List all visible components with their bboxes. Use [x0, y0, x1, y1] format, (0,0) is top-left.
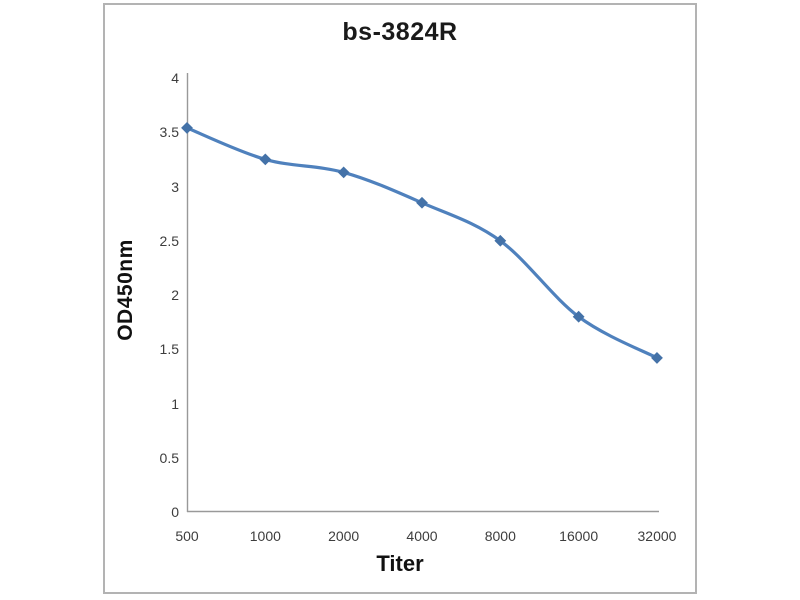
line-chart-plot	[181, 73, 663, 513]
data-point-marker	[572, 310, 585, 323]
data-point-marker	[651, 352, 663, 364]
data-point-marker	[337, 166, 350, 179]
chart-title: bs-3824R	[342, 18, 458, 46]
x-axis-title: Titer	[376, 551, 424, 576]
series-line	[185, 126, 659, 360]
data-point-marker	[494, 234, 507, 247]
chart-card: bs-3824R OD450nm 0 0.5 1 1.5 2 2.5 3 3.5 4 500 10…	[103, 3, 697, 594]
data-point-marker	[259, 153, 272, 166]
data-point-marker	[416, 196, 428, 209]
data-point-marker	[181, 122, 193, 134]
